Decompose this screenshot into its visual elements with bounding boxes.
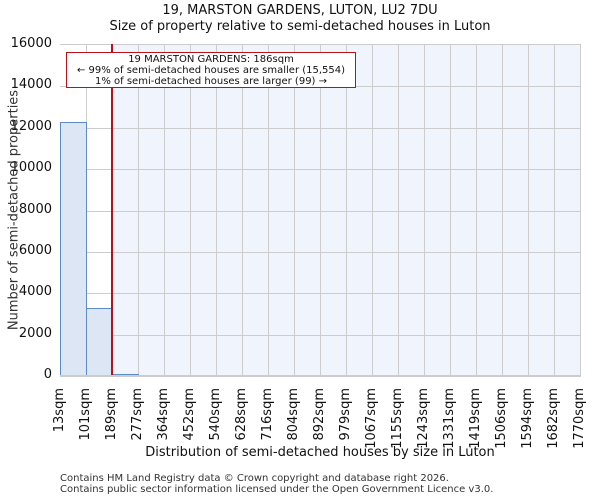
annotation-line-2: ← 99% of semi-detached houses are smalle… bbox=[76, 65, 346, 76]
y-tick-label: 8000 bbox=[18, 201, 52, 217]
y-tick-label: 4000 bbox=[18, 284, 52, 300]
annotation-box: 19 MARSTON GARDENS: 186sqm ← 99% of semi… bbox=[66, 52, 356, 88]
annotation-line-3: 1% of semi-detached houses are larger (9… bbox=[94, 76, 328, 87]
grid-line-horizontal bbox=[60, 210, 580, 212]
x-axis-label: Distribution of semi-detached houses by … bbox=[145, 445, 495, 460]
y-tick-label: 12000 bbox=[10, 118, 52, 134]
grid-line-horizontal bbox=[60, 334, 580, 336]
y-tick-label: 14000 bbox=[10, 77, 52, 93]
y-axis-label: Number of semi-detached properties bbox=[6, 89, 22, 331]
plot-area bbox=[60, 44, 581, 376]
property-marker-line bbox=[111, 44, 113, 375]
histogram-bar bbox=[86, 307, 113, 376]
chart-title: 19, MARSTON GARDENS, LUTON, LU2 7DU bbox=[162, 3, 438, 18]
grid-line-horizontal bbox=[60, 293, 580, 295]
y-tick-label: 6000 bbox=[18, 242, 52, 258]
footer-line-1: Contains HM Land Registry data © Crown c… bbox=[60, 473, 449, 484]
y-tick-label: 16000 bbox=[10, 36, 52, 51]
grid-line-horizontal bbox=[60, 169, 580, 171]
grid-line-horizontal bbox=[60, 127, 580, 129]
footer-line-2: Contains public sector information licen… bbox=[60, 484, 494, 495]
y-tick-label: 2000 bbox=[18, 325, 52, 341]
histogram-bar bbox=[60, 121, 87, 376]
chart-subtitle: Size of property relative to semi-detach… bbox=[109, 19, 491, 34]
grid-line-horizontal bbox=[60, 251, 580, 253]
y-tick-label: 10000 bbox=[10, 160, 52, 176]
annotation-line-1: 19 MARSTON GARDENS: 186sqm bbox=[128, 54, 294, 65]
x-axis-line bbox=[60, 375, 581, 377]
y-tick-label: 0 bbox=[43, 367, 52, 382]
